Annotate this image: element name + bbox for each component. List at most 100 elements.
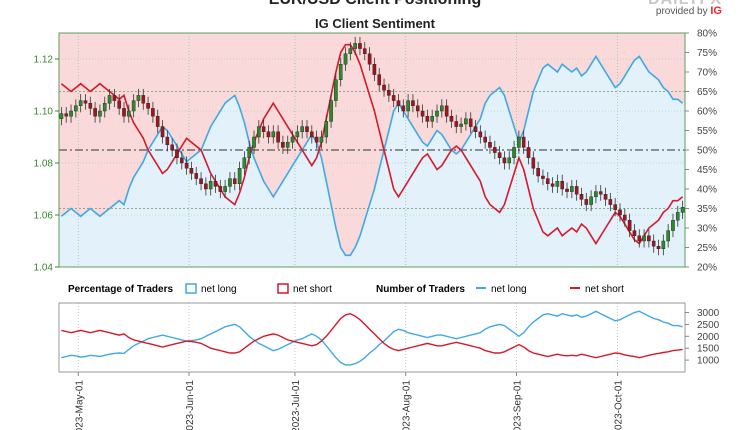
candle [377, 68, 382, 92]
candle-body [208, 180, 213, 190]
candle-body [290, 136, 295, 143]
candle-body [122, 108, 126, 117]
percentage-axis: 20% 25% 30% 35% 40% 45% 50% 55% 60% 65% 70% 75% 80% [685, 29, 717, 274]
candle-body [64, 113, 69, 117]
candle [281, 135, 285, 154]
candle [671, 213, 675, 238]
candle-body [98, 110, 102, 117]
pct-tick-label: 70% [697, 68, 717, 79]
candle-body [141, 95, 146, 104]
num-tick-label: 1500 [697, 344, 720, 355]
num-tick-label: 2500 [697, 320, 720, 331]
candle [310, 125, 314, 144]
candle-body [420, 110, 425, 117]
candle [435, 104, 439, 123]
ig-logo: IG [710, 5, 722, 17]
candle [93, 101, 97, 123]
candle-body [319, 136, 324, 143]
candle [574, 179, 579, 201]
candle-body [449, 115, 454, 122]
candle [382, 78, 386, 97]
candle [78, 94, 83, 113]
candle-body [651, 240, 656, 247]
candle-body [565, 188, 569, 192]
candle [387, 83, 391, 102]
candle [83, 94, 88, 110]
candle [348, 42, 353, 61]
candle-body [83, 100, 88, 104]
candle-body [228, 178, 232, 187]
candle-body [69, 110, 73, 117]
pct-tick-label: 55% [697, 126, 717, 137]
price-tick-label: 1.06 [34, 211, 54, 222]
candle [208, 174, 213, 196]
candle-body [127, 110, 131, 117]
percentage-lines [60, 43, 684, 257]
candle [512, 140, 516, 165]
candle-body [88, 102, 93, 109]
candle-body [536, 167, 540, 177]
candle [425, 109, 430, 128]
candle-body [675, 212, 680, 221]
candle-body [555, 180, 560, 187]
candle-body [497, 152, 502, 159]
candle [98, 104, 102, 123]
candle [199, 172, 203, 191]
candle [247, 140, 252, 165]
candle-body [478, 131, 483, 138]
candle [637, 229, 642, 248]
price-axis: 1.04 1.06 1.08 1.10 1.12 [34, 55, 59, 274]
candle [218, 179, 223, 199]
candle [179, 151, 184, 170]
num-net-short-line [61, 312, 683, 359]
num-net-long-line [61, 310, 683, 366]
candle [391, 88, 396, 108]
candle [136, 88, 141, 108]
pct-tick-label: 25% [697, 243, 717, 254]
candle-body [343, 53, 348, 65]
candle [555, 174, 560, 193]
candle-body [146, 102, 150, 109]
candle-body [271, 131, 276, 138]
net-long-fill [59, 56, 685, 268]
candle-body [661, 240, 666, 250]
candle [88, 96, 93, 115]
candle [257, 120, 261, 144]
candle-body [237, 167, 242, 184]
candle-body [483, 136, 487, 143]
candle-body [348, 48, 353, 54]
candle [300, 120, 304, 139]
candle-body [589, 196, 593, 205]
candle [285, 135, 290, 154]
candle [252, 130, 256, 154]
candle [314, 130, 319, 149]
candle [627, 213, 632, 238]
candle-body [151, 108, 155, 117]
candle [165, 130, 170, 152]
candle [69, 104, 73, 123]
date-tick-label: 2023-Aug-01 [402, 380, 413, 430]
candle [213, 174, 218, 193]
candle [102, 96, 107, 118]
candle-body [232, 178, 237, 185]
net-short-fill [59, 33, 685, 256]
candle-body [623, 214, 627, 221]
candle [661, 234, 666, 256]
candle-body [93, 108, 97, 117]
candle [324, 114, 329, 144]
candle-body [112, 95, 117, 101]
candle-body [59, 113, 64, 119]
candle-body [492, 147, 497, 153]
candle [488, 135, 492, 154]
candle-body [329, 100, 333, 122]
candle [305, 120, 309, 139]
candle [618, 203, 622, 222]
candle [594, 185, 598, 204]
pct-net-short-line [60, 43, 684, 246]
date-tick-label: 2023-Jul-01 [291, 380, 302, 430]
candle-body [545, 178, 550, 185]
candle [295, 125, 300, 144]
